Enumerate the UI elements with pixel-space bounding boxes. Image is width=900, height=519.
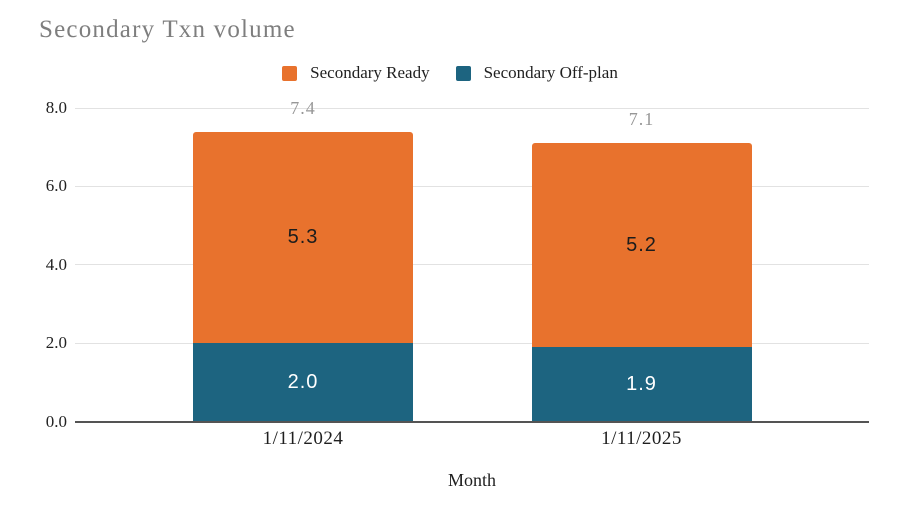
bar-value-label: 1.9 (626, 373, 657, 396)
y-tick-label: 8.0 (45, 98, 67, 117)
legend-item-secondary-off-plan[interactable]: Secondary Off-plan (455, 63, 618, 83)
x-axis-title: Month (447, 470, 496, 490)
gridline (75, 185, 869, 187)
bar-value-label: 5.3 (287, 226, 319, 249)
bar-value-label: 5.2 (626, 234, 657, 257)
legend: Secondary Ready Secondary Off-plan (0, 62, 900, 84)
y-tick-label: 6.0 (45, 176, 67, 196)
gridline (75, 342, 869, 344)
bar-value-label: 2.0 (287, 371, 319, 394)
bar-total-label: 7.4 (290, 97, 316, 118)
legend-swatch-icon (282, 65, 298, 81)
bar-segment-secondary-ready[interactable] (193, 131, 413, 344)
x-category-label: 1/11/2025 (601, 428, 682, 449)
legend-item-secondary-ready[interactable]: Secondary Ready (282, 63, 430, 83)
y-tick-label: 0.0 (45, 411, 67, 431)
legend-label: Secondary Off-plan (483, 63, 618, 82)
bar-segment-secondary-ready[interactable] (531, 143, 752, 348)
gridline (75, 264, 869, 266)
y-tick-label: 2.0 (45, 333, 67, 353)
legend-swatch-icon (455, 65, 471, 81)
legend-label: Secondary Ready (310, 63, 430, 82)
x-axis-line (75, 420, 869, 423)
x-category-label: 1/11/2024 (262, 428, 344, 449)
bar-segment-secondary-off-plan[interactable] (531, 347, 752, 422)
bar-segment-secondary-off-plan[interactable] (193, 343, 413, 422)
y-tick-label: 4.0 (45, 254, 67, 274)
gridline (75, 107, 869, 109)
chart-title: Secondary Txn volume (39, 16, 296, 43)
bar-total-label: 7.1 (628, 109, 655, 130)
